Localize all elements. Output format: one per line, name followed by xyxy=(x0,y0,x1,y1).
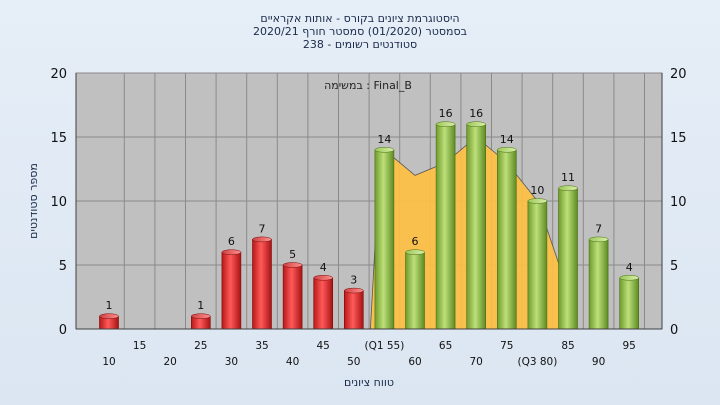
bar-50 xyxy=(343,290,364,330)
bar-top-60 xyxy=(405,249,425,255)
y-tick-label-right: 0 xyxy=(670,323,678,338)
bars xyxy=(99,121,640,330)
bar-top-75 xyxy=(497,147,517,153)
x-tick-label: (Q1 55) xyxy=(364,340,404,352)
bar-60 xyxy=(405,251,425,330)
y-tick-label-left: 0 xyxy=(59,323,67,338)
x-tick-label: 60 xyxy=(408,356,421,368)
x-tick-label: 95 xyxy=(623,340,636,352)
x-tick-label: 20 xyxy=(164,356,177,368)
bar-top-85 xyxy=(558,185,578,191)
bar-85 xyxy=(558,187,578,330)
x-tick-label: 25 xyxy=(194,340,207,352)
bar-35 xyxy=(252,239,272,330)
bar-top-95 xyxy=(619,275,639,281)
bar-30 xyxy=(221,251,242,330)
bar-value-label: 14 xyxy=(500,133,514,146)
bar-(Q1 55) xyxy=(374,149,395,330)
y-tick-label-right: 15 xyxy=(670,131,687,146)
bar-95 xyxy=(619,277,640,330)
bar-value-label: 1 xyxy=(197,299,204,312)
x-tick-label: 15 xyxy=(133,340,146,352)
bar-top-(Q1 55) xyxy=(374,147,395,153)
bar-top-50 xyxy=(344,287,364,294)
bar-75 xyxy=(496,149,517,330)
x-tick-label: 35 xyxy=(255,340,268,352)
x-tick-label: 45 xyxy=(317,340,330,352)
bar-value-label: 3 xyxy=(350,274,357,287)
x-tick-label: 85 xyxy=(561,340,574,352)
x-axis-label: טווח ציונים xyxy=(344,376,394,389)
x-tick-label: 30 xyxy=(225,356,238,368)
bar-top-(Q3 80) xyxy=(527,198,548,204)
chart-annotation: במשימה : Final_B xyxy=(324,79,412,92)
bar-value-label: 16 xyxy=(439,107,453,120)
x-tick-label: 75 xyxy=(500,340,513,352)
bar-value-label: 4 xyxy=(320,261,327,274)
y-tick-label-left: 20 xyxy=(50,67,67,82)
bar-value-label: 6 xyxy=(228,235,235,248)
y-tick-labels-left: 0 5 10 15 20 xyxy=(50,67,67,338)
x-tick-label: (Q3 80) xyxy=(517,356,557,368)
y-tick-label-right: 5 xyxy=(670,259,678,274)
y-tick-label-left: 15 xyxy=(50,131,67,146)
x-tick-label: 90 xyxy=(592,356,605,368)
bar-value-label: 14 xyxy=(377,133,391,146)
bar-value-label: 10 xyxy=(530,184,544,197)
bar-top-40 xyxy=(282,262,303,268)
bar-value-label: 16 xyxy=(469,107,483,120)
y-tick-label-right: 10 xyxy=(670,195,687,210)
bar-65 xyxy=(435,123,456,330)
bar-top-30 xyxy=(221,249,242,255)
bar-top-45 xyxy=(313,275,333,281)
bar-40 xyxy=(282,264,303,330)
bar-top-35 xyxy=(252,236,272,243)
x-tick-label: 10 xyxy=(102,356,115,368)
x-tick-labels: 10 15 20 25 30 35 40 45 50 (Q1 55) 60 65 70 75 (Q3 80)… xyxy=(102,340,636,368)
y-tick-labels-right: 0 5 10 15 20 xyxy=(670,67,687,338)
y-tick-label-left: 5 xyxy=(59,259,67,274)
bar-value-label: 11 xyxy=(561,171,575,184)
x-tick-label: 70 xyxy=(470,356,483,368)
title-line-3: סטודנטים רשומים - 238 xyxy=(303,38,417,51)
bar-top-65 xyxy=(435,121,456,127)
y-tick-label-left: 10 xyxy=(50,195,67,210)
bar-top-70 xyxy=(466,121,486,127)
title-line-1: היסטוגרמת ציונים בקורס - אותות אקראיים xyxy=(260,12,459,25)
bar-top-10 xyxy=(99,313,119,319)
x-tick-label: 40 xyxy=(286,356,299,368)
bar-70 xyxy=(466,123,487,330)
bar-value-label: 5 xyxy=(289,248,296,261)
chart-title: היסטוגרמת ציונים בקורס - אותות אקראיים ב… xyxy=(253,12,467,51)
bar-top-90 xyxy=(588,236,609,243)
bar-value-label: 6 xyxy=(412,235,419,248)
x-tick-label: 65 xyxy=(439,340,452,352)
bar-value-label: 7 xyxy=(259,222,266,235)
bar-90 xyxy=(588,239,609,330)
x-tick-label: 50 xyxy=(347,356,360,368)
bar-value-label: 1 xyxy=(106,299,113,312)
bar-top-25 xyxy=(191,313,211,319)
title-line-2: בסמסטר (01/2020) סמסטר חורף 2020/21 xyxy=(253,25,467,38)
bar-45 xyxy=(313,277,334,330)
y-axis-label: מספר סטודנטים xyxy=(27,163,40,239)
bar-(Q3 80) xyxy=(527,200,548,330)
bar-value-label: 7 xyxy=(595,222,602,235)
y-tick-label-right: 20 xyxy=(670,67,687,82)
bar-value-label: 4 xyxy=(626,261,633,274)
